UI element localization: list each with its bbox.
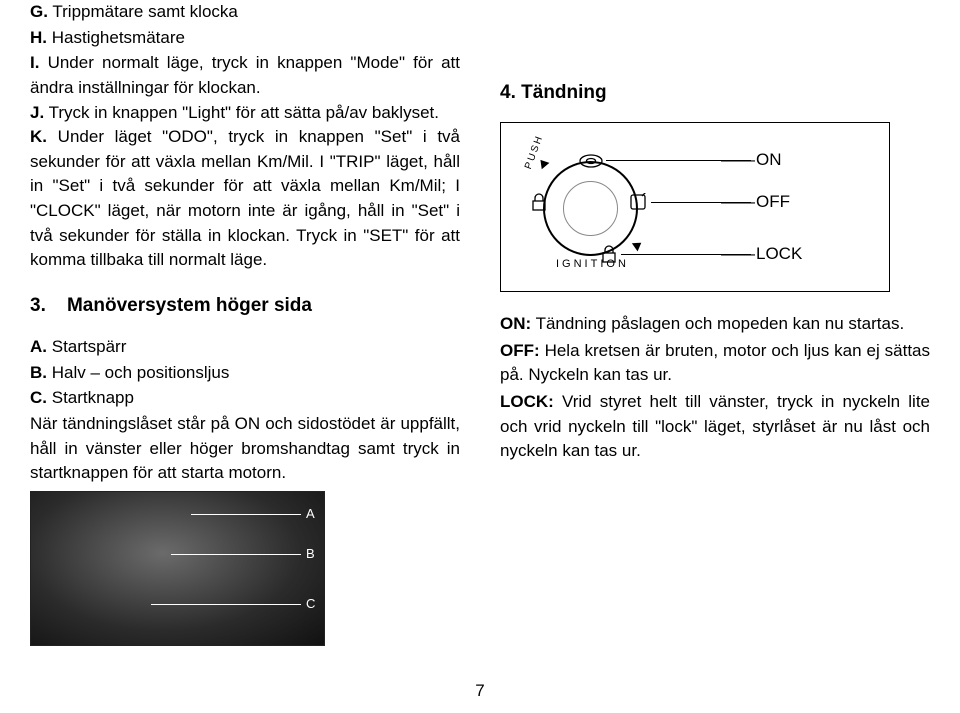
list-label: H. [30, 28, 47, 47]
callout-a: A [306, 506, 315, 521]
off-position-icon [629, 193, 647, 211]
ignition-on-label: ON [756, 150, 782, 170]
list-text: Hastighetsmätare [52, 28, 185, 47]
off-description: OFF: Hela kretsen är bruten, motor och l… [500, 339, 930, 388]
on-text: Tändning påslagen och mopeden kan nu sta… [531, 314, 904, 333]
section-number: 3. [30, 295, 46, 316]
list-text: Startspärr [52, 337, 127, 356]
callout-c: C [306, 596, 315, 611]
lock-bold: LOCK: [500, 392, 554, 411]
list-text: Under normalt läge, tryck in knappen "Mo… [30, 53, 460, 97]
list-label: I. [30, 53, 39, 72]
lock-text: Vrid styret helt till vänster, tryck in … [500, 392, 930, 460]
ignition-arrow-icon [632, 239, 644, 252]
list-item: I. Under normalt läge, tryck in knappen … [30, 51, 460, 100]
dash: —— [721, 150, 755, 170]
handlebar-photo: A B C [30, 491, 325, 646]
list-item: H. Hastighetsmätare [30, 26, 460, 51]
left-column: G. Trippmätare samt klocka H. Hastighets… [30, 0, 460, 664]
list-item: J. Tryck in knappen "Light" för att sätt… [30, 101, 460, 126]
section-4-heading: 4. Tändning [500, 82, 930, 104]
on-bold: ON: [500, 314, 531, 333]
push-position-icon [531, 193, 549, 211]
list-label: B. [30, 363, 47, 382]
callout-b: B [306, 546, 315, 561]
list-label: J. [30, 103, 44, 122]
ignition-diagram: PUSH IGNITION [500, 122, 890, 292]
dash: —— [721, 244, 755, 264]
section-title: Tändning [521, 82, 606, 103]
section-number: 4. [500, 82, 516, 103]
lock-position-icon [601, 245, 617, 263]
list-label: G. [30, 2, 48, 21]
off-bold: OFF: [500, 341, 540, 360]
dash: —— [721, 192, 755, 212]
push-arrow-icon [537, 157, 550, 170]
section-3-heading: 3. Manöversystem höger sida [30, 295, 460, 317]
list-label: A. [30, 337, 47, 356]
list-item: A. Startspärr [30, 335, 460, 360]
list-text: Under läget "ODO", tryck in knappen "Set… [30, 127, 460, 269]
list-label: C. [30, 388, 47, 407]
list-item: G. Trippmätare samt klocka [30, 0, 460, 25]
c-description: När tändningslåset står på ON och sidost… [30, 412, 460, 486]
list-label: K. [30, 127, 47, 146]
on-description: ON: Tändning påslagen och mopeden kan nu… [500, 312, 930, 337]
ignition-off-label: OFF [756, 192, 790, 212]
list-text: Startknapp [52, 388, 134, 407]
off-text: Hela kretsen är bruten, motor och ljus k… [500, 341, 930, 385]
on-position-icon [579, 153, 603, 168]
list-item: K. Under läget "ODO", tryck in knappen "… [30, 125, 460, 273]
page-number: 7 [0, 681, 960, 701]
right-column: 4. Tändning PUSH IGNITION [500, 0, 930, 664]
list-text: Trippmätare samt klocka [52, 2, 237, 21]
list-item: B. Halv – och positionsljus [30, 361, 460, 386]
list-item: C. Startknapp [30, 386, 460, 411]
lock-description: LOCK: Vrid styret helt till vänster, try… [500, 390, 930, 464]
ignition-lock-label: LOCK [756, 244, 802, 264]
section-title: Manöversystem höger sida [67, 295, 312, 316]
list-text: Tryck in knappen "Light" för att sätta p… [49, 103, 439, 122]
ignition-word: IGNITION [556, 258, 629, 270]
ignition-dial-inner-icon [563, 181, 618, 236]
list-text: Halv – och positionsljus [52, 363, 230, 382]
